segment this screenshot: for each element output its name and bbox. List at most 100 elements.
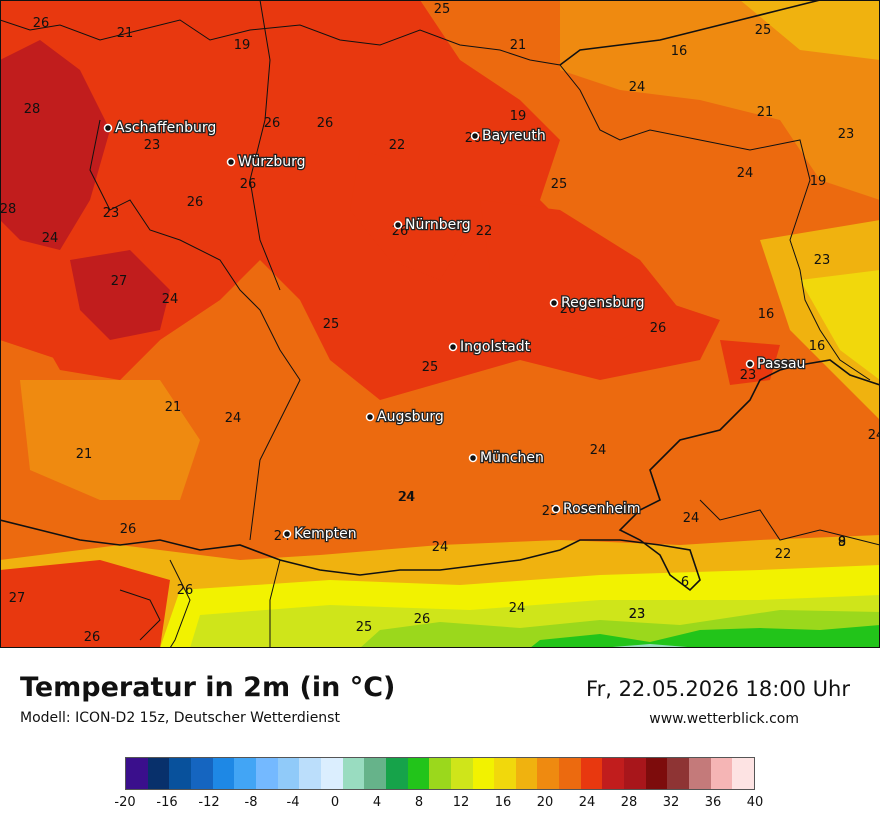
color-legend bbox=[125, 757, 755, 790]
city-dot bbox=[745, 359, 755, 369]
temperature-value: 26 bbox=[120, 522, 137, 537]
legend-swatch bbox=[645, 758, 668, 789]
legend-swatch bbox=[147, 758, 170, 789]
temperature-value: 24 bbox=[398, 490, 415, 505]
temperature-value: 22 bbox=[476, 224, 493, 239]
temperature-value: 16 bbox=[671, 44, 688, 59]
temperature-value: 24 bbox=[42, 231, 59, 246]
city-label: Regensburg bbox=[561, 295, 645, 311]
temperature-value: 22 bbox=[389, 138, 406, 153]
temperature-value: 27 bbox=[9, 591, 26, 606]
temperature-value: 21 bbox=[76, 447, 93, 462]
legend-tick-label: 12 bbox=[452, 795, 470, 810]
temperature-map: 26 21 19 25 21 16 25 28 26 26 23 22 19 24 21 23 26 24 19 28… bbox=[0, 0, 880, 648]
temperature-value: 24 bbox=[432, 540, 449, 555]
city-dot bbox=[448, 342, 458, 352]
legend-tick-label: 8 bbox=[414, 795, 424, 810]
city-dot bbox=[365, 412, 375, 422]
city-marker: Regensburg bbox=[549, 294, 646, 312]
city-dot bbox=[551, 504, 561, 514]
legend-swatch bbox=[212, 758, 235, 789]
city-dot bbox=[468, 453, 478, 463]
legend-swatch bbox=[190, 758, 213, 789]
city-marker: Ingolstadt bbox=[448, 338, 532, 356]
temperature-value: 19 bbox=[510, 109, 527, 124]
temperature-value: 28 bbox=[24, 102, 41, 117]
city-marker: Kempten bbox=[282, 525, 358, 543]
city-label: Nürnberg bbox=[405, 217, 471, 233]
legend-swatch bbox=[515, 758, 538, 789]
city-label: Ingolstadt bbox=[460, 339, 531, 355]
temperature-value: 23 bbox=[144, 138, 161, 153]
mild-zone bbox=[760, 220, 880, 420]
alps-band bbox=[530, 625, 880, 648]
temperature-value: 26 bbox=[317, 116, 334, 131]
hot-zone bbox=[350, 150, 470, 280]
temperature-value: 26 bbox=[264, 116, 281, 131]
legend-swatch bbox=[407, 758, 430, 789]
website-link[interactable]: www.wetterblick.com bbox=[649, 711, 799, 727]
legend-swatch bbox=[494, 758, 516, 789]
temperature-value: 24 bbox=[225, 411, 242, 426]
city-marker: München bbox=[468, 449, 545, 467]
legend-tick-label: -8 bbox=[244, 795, 258, 810]
temperature-value: 19 bbox=[234, 38, 251, 53]
mild-zone bbox=[740, 0, 880, 60]
temperature-value: 26 bbox=[33, 16, 50, 31]
temperature-value: 27 bbox=[111, 274, 128, 289]
legend-tick-label: 16 bbox=[494, 795, 512, 810]
city-label: Bayreuth bbox=[482, 128, 546, 144]
temperature-value: 19 bbox=[810, 174, 827, 189]
legend-swatch bbox=[255, 758, 278, 789]
temperature-value: 26 bbox=[414, 612, 431, 627]
city-dot bbox=[549, 298, 559, 308]
legend-tick-label: -16 bbox=[156, 795, 178, 810]
legend-swatch bbox=[234, 758, 256, 789]
legend-swatch bbox=[169, 758, 191, 789]
temperature-value: 21 bbox=[510, 38, 527, 53]
legend-tick-label: 20 bbox=[536, 795, 554, 810]
temperature-value: 24 bbox=[399, 490, 416, 505]
hot-zone bbox=[0, 560, 170, 648]
legend-swatch bbox=[472, 758, 495, 789]
warm-zone bbox=[20, 380, 200, 500]
temperature-value: 25 bbox=[323, 317, 340, 332]
temperature-value: 26 bbox=[177, 583, 194, 598]
very-hot-zone bbox=[0, 40, 110, 250]
temperature-value: 24 bbox=[683, 511, 700, 526]
legend-ticks: -20 -16 -12 -8 -4 0 4 8 12 16 20 24 28 32 36 40 bbox=[0, 795, 880, 815]
temperature-value: 24 bbox=[868, 428, 880, 443]
legend-tick-label: 40 bbox=[746, 795, 764, 810]
legend-tick-label: 36 bbox=[704, 795, 722, 810]
legend-swatch bbox=[602, 758, 625, 789]
city-marker: Rosenheim bbox=[551, 500, 642, 518]
temperature-value: 25 bbox=[422, 360, 439, 375]
city-label: München bbox=[480, 450, 544, 466]
temperature-value: 23 bbox=[740, 368, 757, 383]
city-dot bbox=[103, 123, 113, 133]
temperature-value: 26 bbox=[240, 177, 257, 192]
legend-swatch bbox=[689, 758, 711, 789]
legend-tick-label: -20 bbox=[114, 795, 136, 810]
legend-swatch bbox=[364, 758, 386, 789]
city-dot bbox=[470, 131, 480, 141]
temperature-value: 23 bbox=[103, 206, 120, 221]
temperature-value: 23 bbox=[629, 607, 646, 622]
legend-swatch bbox=[559, 758, 581, 789]
legend-swatch bbox=[342, 758, 365, 789]
legend-tick-label: -4 bbox=[286, 795, 300, 810]
region-border bbox=[269, 499, 880, 648]
legend-swatch bbox=[277, 758, 300, 789]
legend-tick-label: 32 bbox=[662, 795, 680, 810]
legend-swatch bbox=[299, 758, 321, 789]
legend-swatch bbox=[320, 758, 343, 789]
temperature-value: 21 bbox=[165, 400, 182, 415]
city-marker: Aschaffenburg bbox=[103, 119, 218, 137]
temperature-value: 16 bbox=[758, 307, 775, 322]
country-border bbox=[559, 0, 821, 66]
region-border bbox=[119, 559, 191, 648]
hot-zone bbox=[480, 200, 680, 340]
temperature-value: 26 bbox=[650, 321, 667, 336]
legend-tick-label: -12 bbox=[198, 795, 220, 810]
city-label: Augsburg bbox=[377, 409, 444, 425]
